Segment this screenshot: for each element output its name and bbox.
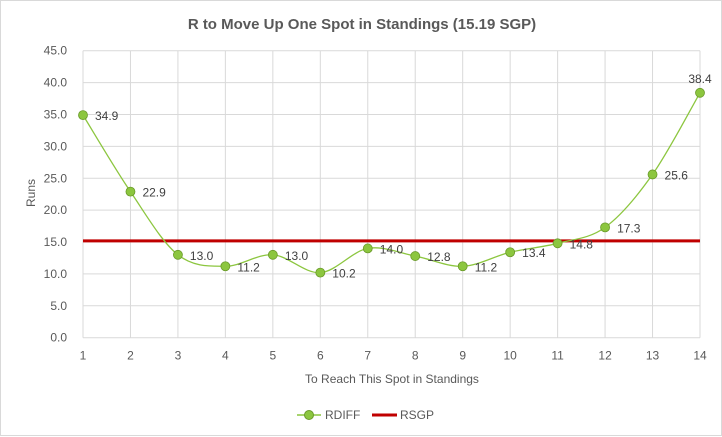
rdiff-marker [267, 249, 278, 260]
gridlines [82, 50, 701, 339]
data-label: 13.4 [522, 246, 546, 260]
rdiff-marker [220, 261, 231, 272]
y-tick-label: 20.0 [44, 203, 68, 217]
rdiff-marker [173, 249, 183, 260]
x-tick-label: 2 [127, 349, 134, 363]
rdiff-marker [362, 243, 373, 254]
x-axis-ticks: 1 2 3 4 5 6 7 8 9 10 11 12 13 14 [80, 349, 707, 363]
y-tick-label: 40.0 [44, 76, 68, 90]
y-tick-label: 10.0 [44, 267, 68, 281]
y-tick-label: 25.0 [44, 171, 68, 185]
x-tick-label: 4 [222, 349, 229, 363]
rdiff-marker [695, 87, 705, 98]
rdiff-marker [647, 169, 658, 180]
data-label: 12.8 [427, 250, 451, 264]
x-tick-label: 6 [317, 349, 324, 363]
rdiff-marker [505, 247, 516, 258]
x-tick-label: 10 [503, 349, 517, 363]
rdiff-marker [600, 222, 610, 233]
rdiff-marker [457, 261, 468, 272]
x-tick-label: 9 [459, 349, 466, 363]
x-tick-label: 11 [551, 349, 564, 363]
rdiff-marker [410, 251, 421, 261]
y-tick-label: 0.0 [50, 331, 67, 345]
data-label: 13.0 [285, 249, 309, 263]
x-tick-label: 13 [646, 349, 660, 363]
data-label: 22.9 [142, 186, 166, 200]
series-group: 34.9 22.9 13.0 11.2 13.0 10.2 14.0 12.8 11.2 13.4… [78, 72, 712, 281]
legend-rdiff-label: RDIFF [325, 408, 360, 422]
y-tick-label: 45.0 [44, 44, 68, 58]
rdiff-marker [125, 186, 136, 197]
legend-rsgp-label: RSGP [400, 408, 434, 422]
x-tick-label: 1 [80, 349, 87, 363]
data-label: 34.9 [95, 109, 119, 123]
x-tick-label: 5 [270, 349, 277, 363]
data-label: 14.8 [570, 237, 594, 251]
data-label: 38.4 [688, 72, 712, 86]
x-tick-label: 3 [175, 349, 182, 363]
rdiff-marker [315, 267, 326, 278]
y-tick-label: 30.0 [44, 139, 68, 153]
data-label: 11.2 [475, 260, 498, 274]
y-tick-label: 35.0 [44, 107, 68, 121]
x-tick-label: 8 [412, 349, 419, 363]
data-label: 10.2 [332, 267, 356, 281]
legend: RDIFF RSGP [297, 408, 434, 422]
y-axis-ticks: 0.0 5.0 10.0 15.0 20.0 25.0 30.0 35.0 40.0 45.0 [44, 44, 68, 345]
y-tick-label: 15.0 [44, 235, 68, 249]
y-tick-label: 5.0 [50, 299, 67, 313]
x-tick-label: 12 [598, 349, 612, 363]
legend-rdiff-marker [304, 410, 314, 420]
data-label: 11.2 [237, 260, 260, 274]
rdiff-marker [78, 110, 88, 121]
data-label: 17.3 [617, 221, 641, 235]
chart-title: R to Move Up One Spot in Standings (15.1… [188, 16, 536, 33]
x-axis-label: To Reach This Spot in Standings [305, 372, 479, 386]
rdiff-marker [552, 238, 563, 249]
x-tick-label: 14 [693, 349, 707, 363]
data-label: 13.0 [190, 249, 214, 263]
x-tick-label: 7 [364, 349, 371, 363]
y-axis-label: Runs [24, 179, 38, 207]
data-label: 14.0 [380, 242, 404, 256]
data-label: 25.6 [665, 168, 689, 182]
